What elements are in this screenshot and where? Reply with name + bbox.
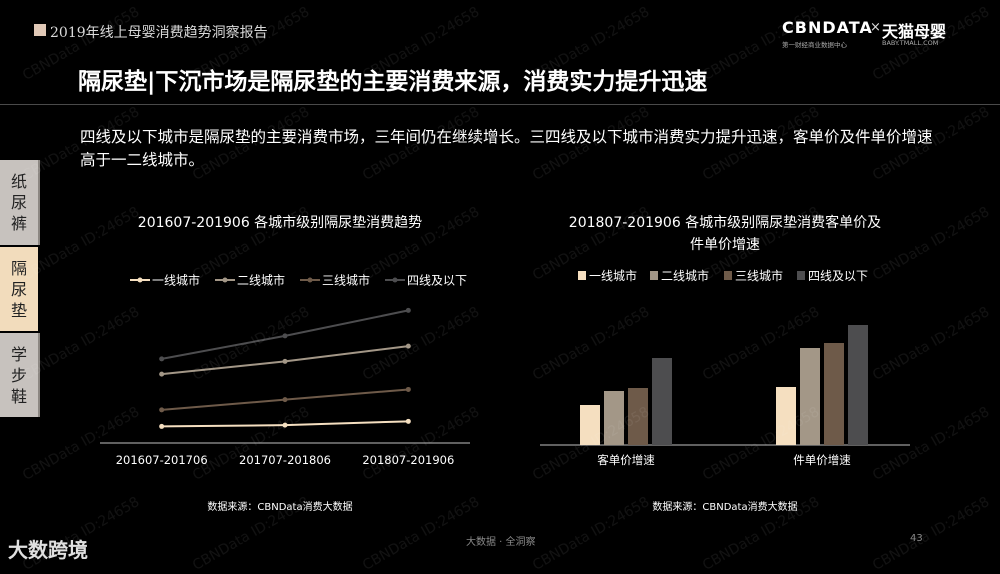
legend-label: 一线城市 bbox=[152, 273, 200, 288]
x-tick-label: 客单价增速 bbox=[597, 453, 655, 467]
data-point bbox=[159, 356, 165, 362]
legend-label: 二线城市 bbox=[661, 268, 709, 283]
legend-label: 三线城市 bbox=[735, 268, 783, 283]
footer-logo: 大数跨境 bbox=[8, 538, 88, 562]
tmall-baby-logo-subtitle: BABY.TMALL.COM bbox=[882, 39, 939, 47]
data-point bbox=[405, 386, 411, 392]
legend-label: 四线及以下 bbox=[808, 269, 868, 283]
legend-marker bbox=[392, 277, 398, 283]
bar bbox=[604, 391, 624, 445]
title-divider bbox=[0, 104, 1000, 105]
data-point bbox=[159, 423, 165, 429]
bar bbox=[776, 387, 796, 445]
x-tick-label: 件单价增速 bbox=[793, 453, 851, 467]
report-title: 2019年线上母婴消费趋势洞察报告 bbox=[50, 25, 268, 41]
line-chart-title: 201607-201906 各城市级别隔尿垫消费趋势 bbox=[138, 214, 422, 231]
data-point bbox=[282, 422, 288, 428]
data-point bbox=[159, 407, 165, 413]
data-point bbox=[405, 307, 411, 313]
data-point bbox=[159, 371, 165, 377]
legend-marker bbox=[222, 277, 228, 283]
legend-label: 三线城市 bbox=[322, 273, 370, 288]
bar-chart-title-line1: 201807-201906 各城市级别隔尿垫消费客单价及 bbox=[569, 214, 881, 231]
legend-label: 一线城市 bbox=[589, 268, 637, 283]
data-point bbox=[405, 418, 411, 424]
legend-marker bbox=[307, 277, 313, 283]
cbndata-logo: CBNDATA bbox=[782, 18, 873, 37]
chart-source: 数据来源：CBNData消费大数据 bbox=[207, 500, 352, 513]
report-title-marker bbox=[34, 24, 46, 36]
tab-diapers[interactable]: 纸尿裤 bbox=[0, 160, 40, 245]
legend-swatch bbox=[797, 271, 805, 280]
legend-marker bbox=[137, 277, 143, 283]
data-point bbox=[282, 358, 288, 364]
page-description: 四线及以下城市是隔尿垫的主要消费市场，三年间仍在继续增长。三四线及以下城市消费实… bbox=[80, 128, 933, 169]
x-tick-label: 201707-201806 bbox=[239, 453, 331, 467]
data-point bbox=[405, 343, 411, 349]
footer-tagline: 大数据 · 全洞察 bbox=[466, 537, 536, 548]
bar bbox=[848, 325, 868, 445]
brand-separator: × bbox=[870, 20, 881, 35]
chart-source: 数据来源：CBNData消费大数据 bbox=[652, 500, 797, 513]
x-tick-label: 201607-201706 bbox=[116, 453, 208, 467]
data-point bbox=[282, 333, 288, 339]
bar bbox=[824, 343, 844, 445]
cbndata-logo-subtitle: 第一财经商业数据中心 bbox=[782, 41, 847, 49]
bar bbox=[628, 388, 648, 445]
tab-changing-pads[interactable]: 隔尿垫 bbox=[0, 247, 38, 331]
side-tab-label: 纸尿裤 bbox=[10, 172, 27, 233]
side-tab-label: 隔尿垫 bbox=[10, 258, 27, 320]
bar bbox=[580, 405, 600, 445]
x-tick-label: 201807-201906 bbox=[362, 453, 454, 467]
bar bbox=[800, 348, 820, 445]
legend-label: 四线及以下 bbox=[407, 274, 467, 288]
side-tab-label: 学步鞋 bbox=[10, 344, 27, 406]
legend-label: 二线城市 bbox=[237, 273, 285, 288]
page-title: 隔尿垫|下沉市场是隔尿垫的主要消费来源，消费实力提升迅速 bbox=[78, 69, 708, 95]
bar-chart-title-line2: 件单价增速 bbox=[690, 237, 760, 253]
page-number: 43 bbox=[910, 533, 923, 544]
legend-swatch bbox=[724, 271, 732, 280]
bar bbox=[652, 358, 672, 445]
legend-swatch bbox=[650, 271, 658, 280]
tab-toddler-shoes[interactable]: 学步鞋 bbox=[0, 333, 40, 417]
brand-logos: CBNDATA × 天猫母婴 第一财经商业数据中心 BABY.TMALL.COM bbox=[782, 18, 982, 54]
legend-swatch bbox=[578, 271, 586, 280]
tmall-baby-logo: 天猫母婴 bbox=[882, 22, 947, 41]
data-point bbox=[282, 397, 288, 403]
